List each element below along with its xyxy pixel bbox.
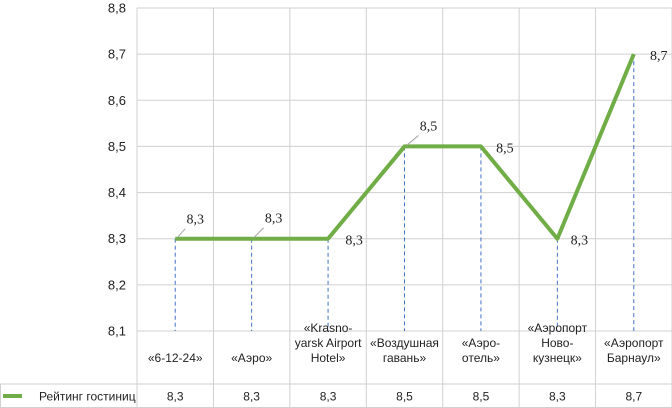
table-value: 8,3 bbox=[167, 390, 184, 404]
data-label-leader bbox=[406, 135, 419, 146]
x-category-label: «Аэро-отель» bbox=[462, 336, 501, 365]
drop-lines bbox=[174, 54, 635, 331]
series-rating bbox=[175, 53, 636, 241]
x-category-line: «Аэропорт bbox=[528, 321, 588, 335]
y-tick-label: 8,8 bbox=[108, 1, 126, 16]
data-label: 8,3 bbox=[571, 234, 589, 249]
data-label: 8,3 bbox=[345, 234, 363, 249]
table-value: 8,3 bbox=[243, 390, 260, 404]
y-tick-label: 8,2 bbox=[108, 277, 126, 292]
data-label-leader bbox=[253, 227, 264, 239]
x-category-line: гавань» bbox=[383, 351, 427, 365]
y-tick-label: 8,3 bbox=[108, 231, 126, 246]
data-label: 8,5 bbox=[420, 119, 438, 134]
y-tick-label: 8,5 bbox=[108, 139, 126, 154]
data-label: 8,3 bbox=[186, 213, 204, 228]
table-value: 8,5 bbox=[473, 390, 490, 404]
table-value: 8,7 bbox=[625, 390, 642, 404]
x-category-label: «6-12-24» bbox=[148, 351, 203, 365]
table-value: 8,5 bbox=[396, 390, 413, 404]
x-category-label: «Аэропорт Барнаул» bbox=[604, 336, 664, 365]
table-value: 8,3 bbox=[549, 390, 566, 404]
x-category-label: «Krasno-yarsk Airport Hotel» bbox=[295, 321, 362, 365]
data-label: 8,5 bbox=[496, 141, 514, 156]
x-category-line: отель» bbox=[462, 351, 500, 365]
x-category-line: «Аэро- bbox=[462, 336, 500, 350]
table-value: 8,3 bbox=[320, 390, 337, 404]
x-category-line: кузнецк» bbox=[533, 351, 582, 365]
series-name: Рейтинг гостиниц bbox=[39, 390, 136, 404]
x-category-line: «Аэропорт bbox=[604, 336, 664, 350]
x-category-line: «Аэро» bbox=[231, 351, 272, 365]
data-table: Рейтинг гостиниц 8,3 8,3 8,3 8,5 8,5 8,3 8,7 bbox=[3, 390, 642, 404]
y-axis: 8,1 8,2 8,3 8,4 8,5 8,6 8,7 8,8 bbox=[108, 1, 126, 339]
series-line bbox=[175, 53, 636, 241]
y-tick-label: 8,1 bbox=[108, 324, 126, 339]
x-category-line: Барнаул» bbox=[607, 351, 661, 365]
x-category-label: «Аэро» bbox=[231, 351, 272, 365]
data-label-leader bbox=[176, 228, 186, 239]
x-category-line: yarsk Airport bbox=[295, 336, 362, 350]
y-tick-label: 8,7 bbox=[108, 47, 126, 62]
y-tick-label: 8,6 bbox=[108, 93, 126, 108]
x-category-line: «Krasno- bbox=[304, 321, 353, 335]
x-category-line: Hotel» bbox=[311, 351, 346, 365]
x-category-line: «6-12-24» bbox=[148, 351, 203, 365]
x-axis-categories: «6-12-24» «Аэро» «Krasno-yarsk Airport Hote… bbox=[148, 321, 664, 365]
y-tick-label: 8,4 bbox=[108, 185, 126, 200]
data-label: 8,3 bbox=[265, 212, 283, 227]
x-category-line: Ново- bbox=[541, 336, 573, 350]
x-category-label: «Аэропорт Ново-кузнецк» bbox=[528, 321, 588, 365]
x-category-line: «Воздушная bbox=[370, 336, 439, 350]
data-labels: 8,3 8,3 8,3 8,5 8,5 8,3 8,7 bbox=[176, 49, 668, 249]
data-label: 8,7 bbox=[650, 49, 668, 64]
x-category-label: «Воздушная гавань» bbox=[370, 336, 439, 365]
